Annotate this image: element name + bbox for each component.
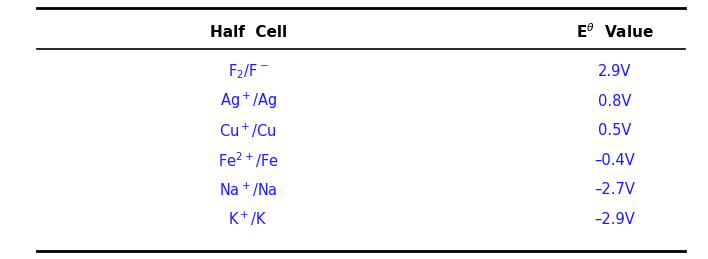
Text: Ag$^+$/Ag: Ag$^+$/Ag [219, 91, 277, 111]
Text: Cu$^+$/Cu: Cu$^+$/Cu [219, 122, 277, 140]
Text: K$^+$/K: K$^+$/K [229, 210, 268, 228]
Text: –0.4V: –0.4V [595, 153, 635, 168]
Text: 0.8V: 0.8V [598, 94, 632, 109]
Text: Fe$^{2+}$/Fe: Fe$^{2+}$/Fe [218, 150, 278, 170]
Text: –2.7V: –2.7V [595, 182, 635, 197]
Text: E$^\theta$  Value: E$^\theta$ Value [576, 23, 654, 41]
Text: 2.9V: 2.9V [598, 64, 632, 79]
Text: Half  Cell: Half Cell [210, 25, 287, 40]
Text: 0.5V: 0.5V [598, 123, 632, 138]
Text: F$_2$/F$^-$: F$_2$/F$^-$ [228, 62, 268, 81]
Text: –2.9V: –2.9V [595, 212, 635, 227]
Text: Na$^+$/Na: Na$^+$/Na [219, 181, 278, 199]
